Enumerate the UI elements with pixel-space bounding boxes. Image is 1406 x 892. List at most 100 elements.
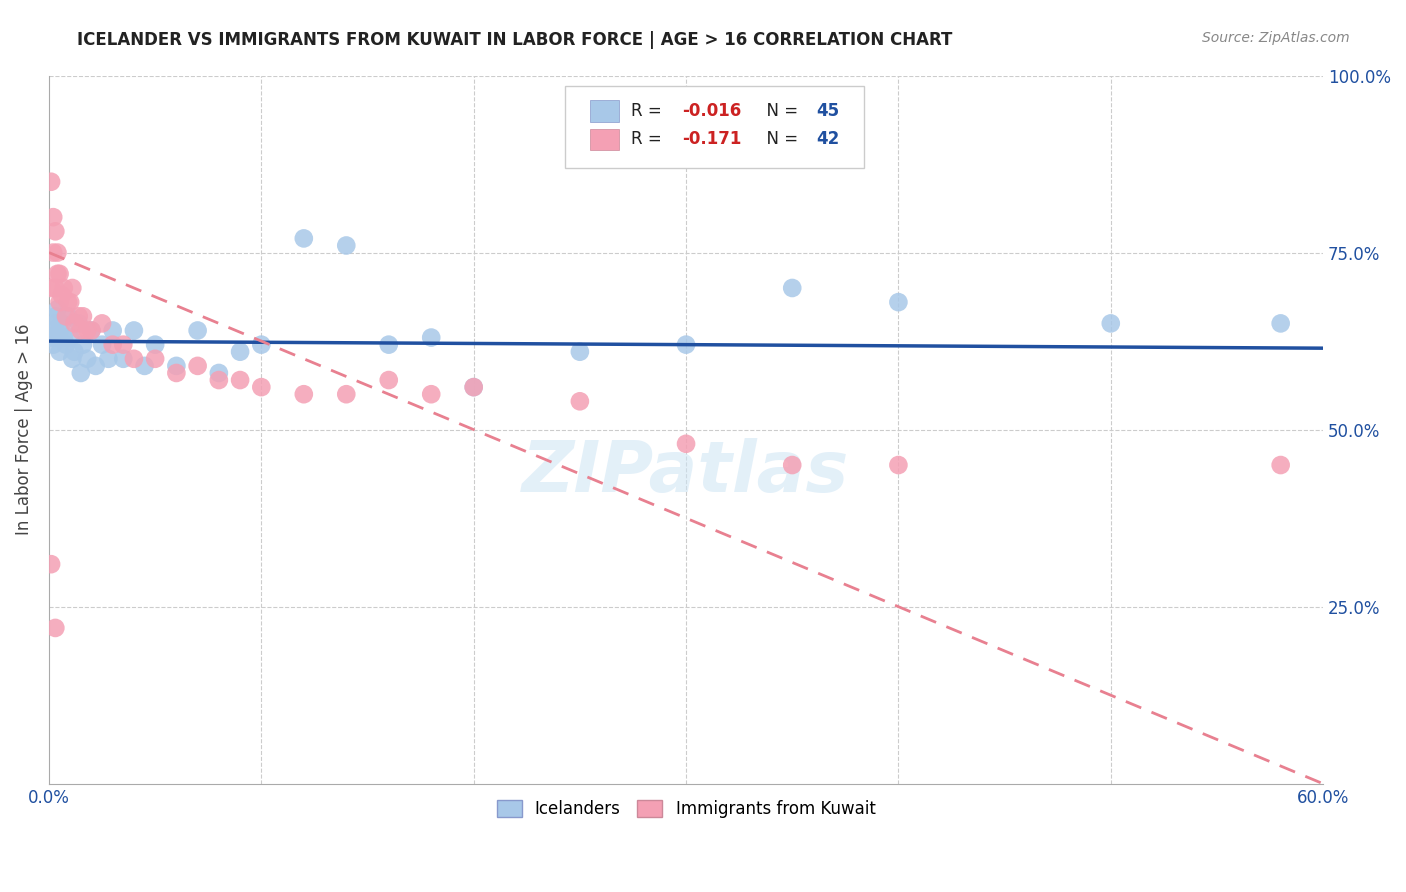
Point (42, 323, 65, 337)
Point (51, 288, 73, 302)
Point (91, 337, 114, 351)
Point (44, 621, 66, 635)
Point (76, 323, 98, 337)
Point (84, 359, 107, 373)
Point (101, 323, 124, 337)
Point (229, 373, 252, 387)
Text: R =: R = (631, 130, 668, 148)
Point (69, 366, 91, 380)
Point (55, 337, 77, 351)
Point (52, 330, 75, 344)
Text: -0.016: -0.016 (682, 102, 741, 120)
Point (335, 238, 357, 252)
Point (780, 458, 803, 472)
Point (143, 351, 166, 366)
Point (568, 394, 591, 409)
Point (568, 344, 591, 359)
Point (1099, 317, 1122, 331)
Point (377, 337, 399, 351)
Text: N =: N = (756, 130, 803, 148)
Point (887, 458, 910, 472)
Point (250, 337, 273, 351)
Point (165, 366, 187, 380)
Text: ICELANDER VS IMMIGRANTS FROM KUWAIT IN LABOR FORCE | AGE > 16 CORRELATION CHART: ICELANDER VS IMMIGRANTS FROM KUWAIT IN L… (77, 31, 953, 49)
Point (91, 317, 114, 331)
Point (463, 380, 485, 394)
Point (335, 387, 357, 401)
Point (122, 323, 145, 337)
Point (56, 295, 79, 310)
Point (55, 310, 77, 324)
Point (67, 317, 90, 331)
Point (60, 281, 83, 295)
Bar (591, 128, 619, 150)
Text: -0.171: -0.171 (682, 130, 741, 148)
Point (780, 281, 803, 295)
Text: Source: ZipAtlas.com: Source: ZipAtlas.com (1202, 31, 1350, 45)
Point (165, 359, 187, 373)
Point (59, 295, 82, 310)
Text: 42: 42 (815, 130, 839, 148)
Point (675, 337, 697, 351)
Point (463, 380, 485, 394)
Point (420, 387, 443, 401)
Point (229, 344, 252, 359)
Point (39, 175, 62, 189)
Point (250, 380, 273, 394)
Point (377, 373, 399, 387)
Text: 45: 45 (815, 102, 839, 120)
Point (42, 337, 65, 351)
Point (46, 245, 69, 260)
Point (420, 330, 443, 344)
Point (112, 337, 135, 351)
Point (76, 351, 98, 366)
Point (292, 387, 315, 401)
Point (44, 224, 66, 238)
Point (112, 351, 135, 366)
Point (187, 359, 209, 373)
Point (80, 323, 103, 337)
Point (52, 281, 75, 295)
Point (48, 267, 70, 281)
Point (97, 351, 120, 366)
Point (67, 310, 90, 324)
Bar (591, 100, 619, 121)
Point (101, 337, 124, 351)
Point (48, 323, 70, 337)
Point (1270, 317, 1292, 331)
Point (675, 437, 697, 451)
Point (63, 344, 86, 359)
Point (51, 317, 73, 331)
Point (292, 231, 315, 245)
Point (44, 310, 66, 324)
Point (134, 359, 156, 373)
Y-axis label: In Labor Force | Age > 16: In Labor Force | Age > 16 (15, 324, 32, 535)
Point (42, 210, 65, 224)
Text: N =: N = (756, 102, 803, 120)
Point (69, 323, 91, 337)
Point (887, 295, 910, 310)
Point (1270, 458, 1292, 472)
Point (56, 310, 79, 324)
Text: R =: R = (631, 102, 668, 120)
Point (59, 330, 82, 344)
Point (39, 557, 62, 571)
Point (143, 337, 166, 351)
Point (46, 267, 69, 281)
FancyBboxPatch shape (565, 87, 865, 168)
Point (46, 330, 69, 344)
Point (122, 351, 145, 366)
Point (72, 337, 94, 351)
Point (39, 281, 62, 295)
Point (46, 302, 69, 317)
Point (187, 323, 209, 337)
Point (208, 373, 231, 387)
Point (48, 344, 70, 359)
Point (60, 351, 83, 366)
Point (48, 295, 70, 310)
Text: ZIPatlas: ZIPatlas (523, 438, 849, 507)
Point (80, 323, 103, 337)
Point (63, 317, 86, 331)
Point (39, 330, 62, 344)
Legend: Icelanders, Immigrants from Kuwait: Icelanders, Immigrants from Kuwait (489, 794, 882, 825)
